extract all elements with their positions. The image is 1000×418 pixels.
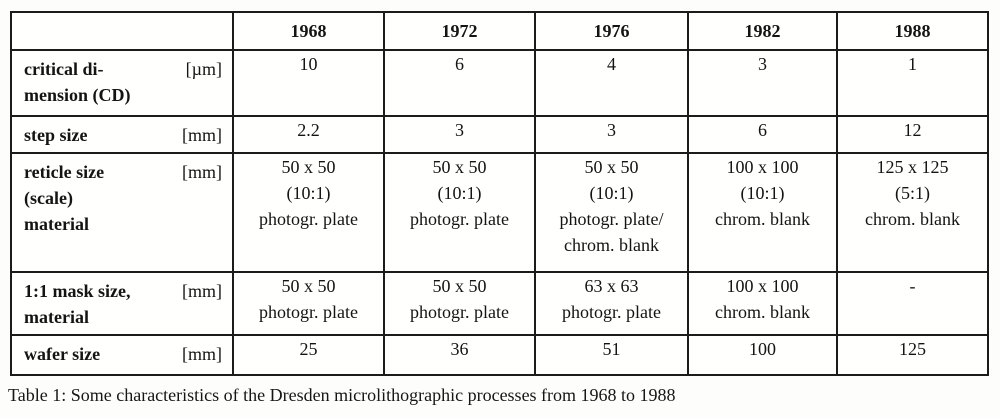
data-cell: 3 bbox=[534, 115, 689, 154]
process-characteristics-table: 1968 1972 1976 1982 1988 critical di- me… bbox=[10, 11, 989, 376]
row-unit: [mm] bbox=[182, 281, 222, 301]
row-unit: [µm] bbox=[185, 59, 222, 79]
data-cell: 3 bbox=[383, 115, 536, 154]
data-cell: 2.2 bbox=[232, 115, 385, 154]
data-cell: 6 bbox=[687, 115, 838, 154]
row-label: critical di- mension (CD) bbox=[24, 59, 131, 105]
data-cell: 10 bbox=[232, 49, 385, 117]
row-label-cell: wafer size [mm] bbox=[10, 334, 234, 376]
table-header-row: 1968 1972 1976 1982 1988 bbox=[10, 11, 989, 51]
year-header: 1972 bbox=[383, 11, 536, 51]
data-cell: 50 x 50 (10:1) photogr. plate/ chrom. bl… bbox=[534, 152, 689, 273]
year-header: 1968 bbox=[232, 11, 385, 51]
row-label: 1:1 mask size, material bbox=[24, 281, 131, 327]
data-cell: 125 x 125 (5:1) chrom. blank bbox=[836, 152, 989, 273]
data-cell: 12 bbox=[836, 115, 989, 154]
table-row-reticle-size: reticle size (scale) material [mm] 50 x … bbox=[10, 152, 989, 273]
year-header: 1988 bbox=[836, 11, 989, 51]
data-cell: 6 bbox=[383, 49, 536, 117]
data-cell: 125 bbox=[836, 334, 989, 376]
row-label: step size bbox=[24, 125, 88, 145]
data-cell: 100 x 100 (10:1) chrom. blank bbox=[687, 152, 838, 273]
table-row-critical-dimension: critical di- mension (CD) [µm] 10 6 4 3 … bbox=[10, 49, 989, 117]
row-label-cell: 1:1 mask size, material [mm] bbox=[10, 271, 234, 336]
data-cell: 4 bbox=[534, 49, 689, 117]
row-unit: [mm] bbox=[182, 162, 222, 182]
data-cell: 36 bbox=[383, 334, 536, 376]
year-header: 1982 bbox=[687, 11, 838, 51]
table-row-step-size: step size [mm] 2.2 3 3 6 12 bbox=[10, 115, 989, 154]
data-cell: 51 bbox=[534, 334, 689, 376]
row-label: wafer size bbox=[24, 344, 101, 364]
row-label-cell: step size [mm] bbox=[10, 115, 234, 154]
row-unit: [mm] bbox=[182, 125, 222, 145]
data-cell: 50 x 50 photogr. plate bbox=[232, 271, 385, 336]
data-cell: 3 bbox=[687, 49, 838, 117]
row-label-cell: reticle size (scale) material [mm] bbox=[10, 152, 234, 273]
row-unit: [mm] bbox=[182, 344, 222, 364]
data-cell: - bbox=[836, 271, 989, 336]
data-cell: 100 x 100 chrom. blank bbox=[687, 271, 838, 336]
data-cell: 1 bbox=[836, 49, 989, 117]
data-cell: 50 x 50 (10:1) photogr. plate bbox=[232, 152, 385, 273]
table-caption: Table 1: Some characteristics of the Dre… bbox=[8, 385, 676, 405]
table-row-wafer-size: wafer size [mm] 25 36 51 100 125 bbox=[10, 334, 989, 376]
table-row-mask-size: 1:1 mask size, material [mm] 50 x 50 pho… bbox=[10, 271, 989, 336]
header-empty-cell bbox=[10, 11, 234, 51]
year-header: 1976 bbox=[534, 11, 689, 51]
row-label: reticle size (scale) material bbox=[24, 162, 105, 234]
data-cell: 50 x 50 photogr. plate bbox=[383, 271, 536, 336]
data-cell: 63 x 63 photogr. plate bbox=[534, 271, 689, 336]
data-cell: 100 bbox=[687, 334, 838, 376]
data-cell: 50 x 50 (10:1) photogr. plate bbox=[383, 152, 536, 273]
data-cell: 25 bbox=[232, 334, 385, 376]
row-label-cell: critical di- mension (CD) [µm] bbox=[10, 49, 234, 117]
